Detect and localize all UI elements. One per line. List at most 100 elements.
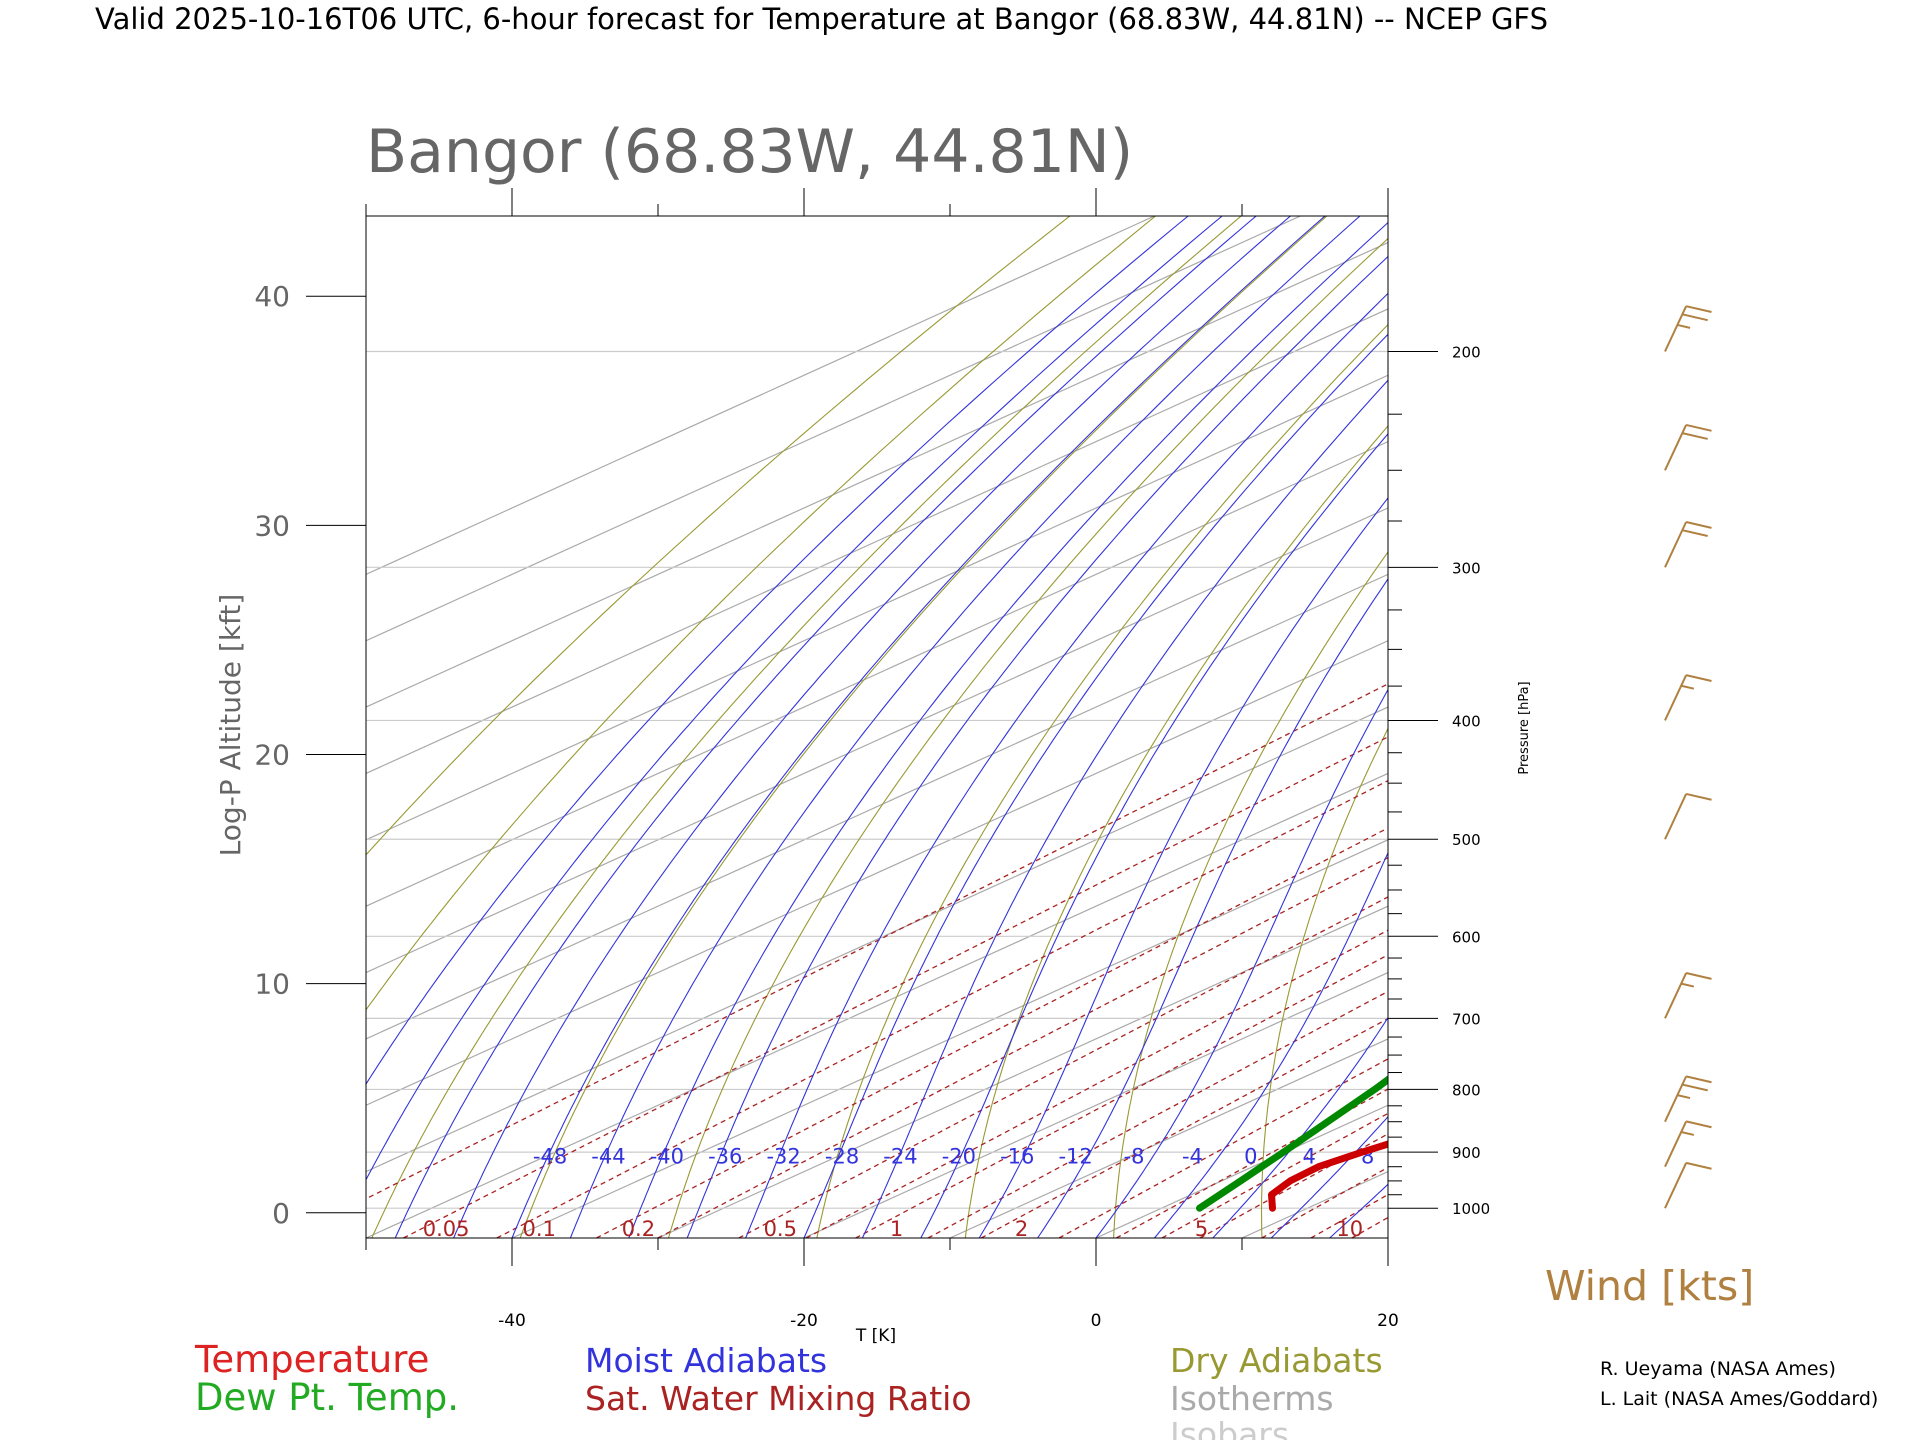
moist-adiabat-label: 4: [1303, 1144, 1316, 1168]
isotherm-line: [1534, 216, 1920, 1238]
mixing-ratio-line: [1161, 1112, 1388, 1238]
mixing-ratio-label: 0.2: [622, 1217, 655, 1241]
mixing-ratio-line: [1351, 1216, 1388, 1238]
moist-adiabat-line: [511, 216, 1326, 1238]
moist-adiabat-label: -24: [883, 1144, 917, 1168]
legend-dry-adiabats: Dry Adiabats: [1170, 1341, 1383, 1380]
isotherm-line: [366, 374, 1388, 841]
isotherm-line: [366, 706, 1388, 1173]
isotherm-line: [949, 1038, 1388, 1238]
mixing-ratio-label: 0.1: [522, 1217, 555, 1241]
legend-dewpoint: Dew Pt. Temp.: [195, 1376, 459, 1419]
mixing-ratio-label: 5: [1195, 1217, 1208, 1241]
dry-adiabat-line: [964, 425, 1388, 1238]
dry-adiabat-line: [1678, 211, 1920, 1238]
pressure-tick-label: 500: [1452, 831, 1481, 849]
moist-adiabat-line: [1622, 204, 1920, 1238]
mixing-ratio-line: [1310, 1193, 1388, 1238]
moist-adiabat-line: [1212, 1016, 1388, 1238]
moist-adiabat-line: [1095, 688, 1388, 1238]
wind-barb: [1664, 674, 1712, 721]
isotherm-line: [366, 308, 1388, 775]
wind-label: Wind [kts]: [1545, 1262, 1754, 1310]
dry-adiabat-line: [1113, 551, 1388, 1238]
isotherm-line: [803, 971, 1388, 1238]
background-lines: [366, 204, 1920, 1238]
wind-barb: [1664, 972, 1712, 1019]
isotherm-line: [366, 216, 1155, 576]
mixing-ratio-label: 0.5: [764, 1217, 797, 1241]
moist-adiabat-label: -40: [650, 1144, 684, 1168]
y-tick-label: 30: [254, 509, 290, 542]
moist-adiabat-line: [394, 216, 1258, 1238]
wind-barb: [1664, 1120, 1712, 1168]
pressure-tick-label: 400: [1452, 712, 1481, 730]
wind-barb: [1664, 423, 1712, 471]
pressure-tick-label: 600: [1452, 928, 1481, 946]
mixing-ratio-label: 10: [1336, 1217, 1363, 1241]
pressure-tick-label: 800: [1452, 1081, 1481, 1099]
moist-adiabat-line: [366, 216, 1190, 1086]
isotherm-line: [366, 241, 1388, 708]
moist-adiabat-line: [1505, 204, 1920, 1238]
moist-adiabat-label: -48: [533, 1144, 567, 1168]
legend-isobars: Isobars: [1170, 1415, 1289, 1440]
pressure-tick-label: 200: [1452, 343, 1481, 361]
mixing-ratio-line: [1471, 211, 1920, 1238]
legend-isotherms: Isotherms: [1170, 1379, 1334, 1418]
dry-adiabat-line: [816, 323, 1388, 1238]
moist-adiabat-label: -44: [591, 1144, 625, 1168]
isotherm-line: [511, 839, 1388, 1238]
dry-adiabat-line: [519, 216, 1328, 1238]
y-tick-label: 20: [254, 738, 290, 771]
moist-adiabat-line: [1563, 204, 1920, 1238]
moist-adiabat-label: -36: [708, 1144, 742, 1168]
mixing-ratio-line: [657, 856, 1388, 1238]
isotherm-line: [366, 440, 1388, 907]
mixing-ratio-line: [1524, 211, 1920, 1238]
y-tick-label: 40: [254, 280, 290, 313]
isotherm-line: [366, 772, 1388, 1238]
mixing-ratio-line: [738, 896, 1388, 1238]
wind-barb: [1664, 521, 1712, 568]
moist-adiabat-line: [803, 333, 1388, 1238]
moist-adiabat-line: [628, 221, 1388, 1238]
y-axis-label: Log-P Altitude [kft]: [214, 594, 247, 857]
moist-adiabat-line: [920, 432, 1388, 1238]
legend-temperature: Temperature: [194, 1338, 429, 1381]
mixing-ratio-line: [1058, 1058, 1388, 1238]
legend-moist-adiabats: Moist Adiabats: [585, 1341, 827, 1380]
moist-adiabat-label: -28: [825, 1144, 859, 1168]
dry-adiabat-line: [1808, 211, 1920, 1238]
mixing-ratio-line: [855, 954, 1388, 1238]
wind-barbs: [1664, 305, 1712, 1209]
wind-barb: [1664, 1075, 1712, 1123]
moist-adiabat-line: [1153, 851, 1388, 1238]
mixing-ratio-line: [1261, 1166, 1388, 1238]
pressure-tick-label: 700: [1452, 1010, 1481, 1028]
moist-adiabat-line: [569, 216, 1361, 1238]
mixing-ratio-line: [496, 779, 1388, 1238]
credit-line-2: L. Lait (NASA Ames/Goddard): [1600, 1388, 1878, 1410]
background-line-labels: -48 -44 -40 -36 -32 -28 -24 -20 -16 -12 -8 -4 0 4 80.0…: [423, 1144, 1375, 1241]
moist-adiabat-label: -8: [1124, 1144, 1145, 1168]
moist-adiabat-line: [1680, 204, 1920, 1238]
dry-adiabat-line: [371, 216, 1243, 1238]
moist-adiabat-line: [686, 255, 1388, 1238]
credit-line-1: R. Ueyama (NASA Ames): [1600, 1358, 1836, 1380]
moist-adiabat-line: [745, 292, 1388, 1238]
moist-adiabat-line: [366, 216, 1223, 1181]
moist-adiabat-label: -16: [1000, 1144, 1034, 1168]
header-title: Valid 2025-10-16T06 UTC, 6-hour forecast…: [95, 2, 1548, 36]
mixing-ratio-label: 0.05: [423, 1217, 470, 1241]
plot-frame: [365, 215, 1389, 1239]
moist-adiabat-label: -12: [1058, 1144, 1092, 1168]
mixing-ratio-line: [1569, 211, 1920, 1238]
dry-adiabat-line: [366, 216, 1071, 856]
moist-adiabat-line: [453, 216, 1292, 1238]
moist-adiabat-line: [861, 379, 1388, 1238]
x-tick-label: -40: [498, 1311, 526, 1331]
dry-adiabat-line: [366, 216, 1157, 1011]
moist-adiabat-label: -20: [942, 1144, 976, 1168]
